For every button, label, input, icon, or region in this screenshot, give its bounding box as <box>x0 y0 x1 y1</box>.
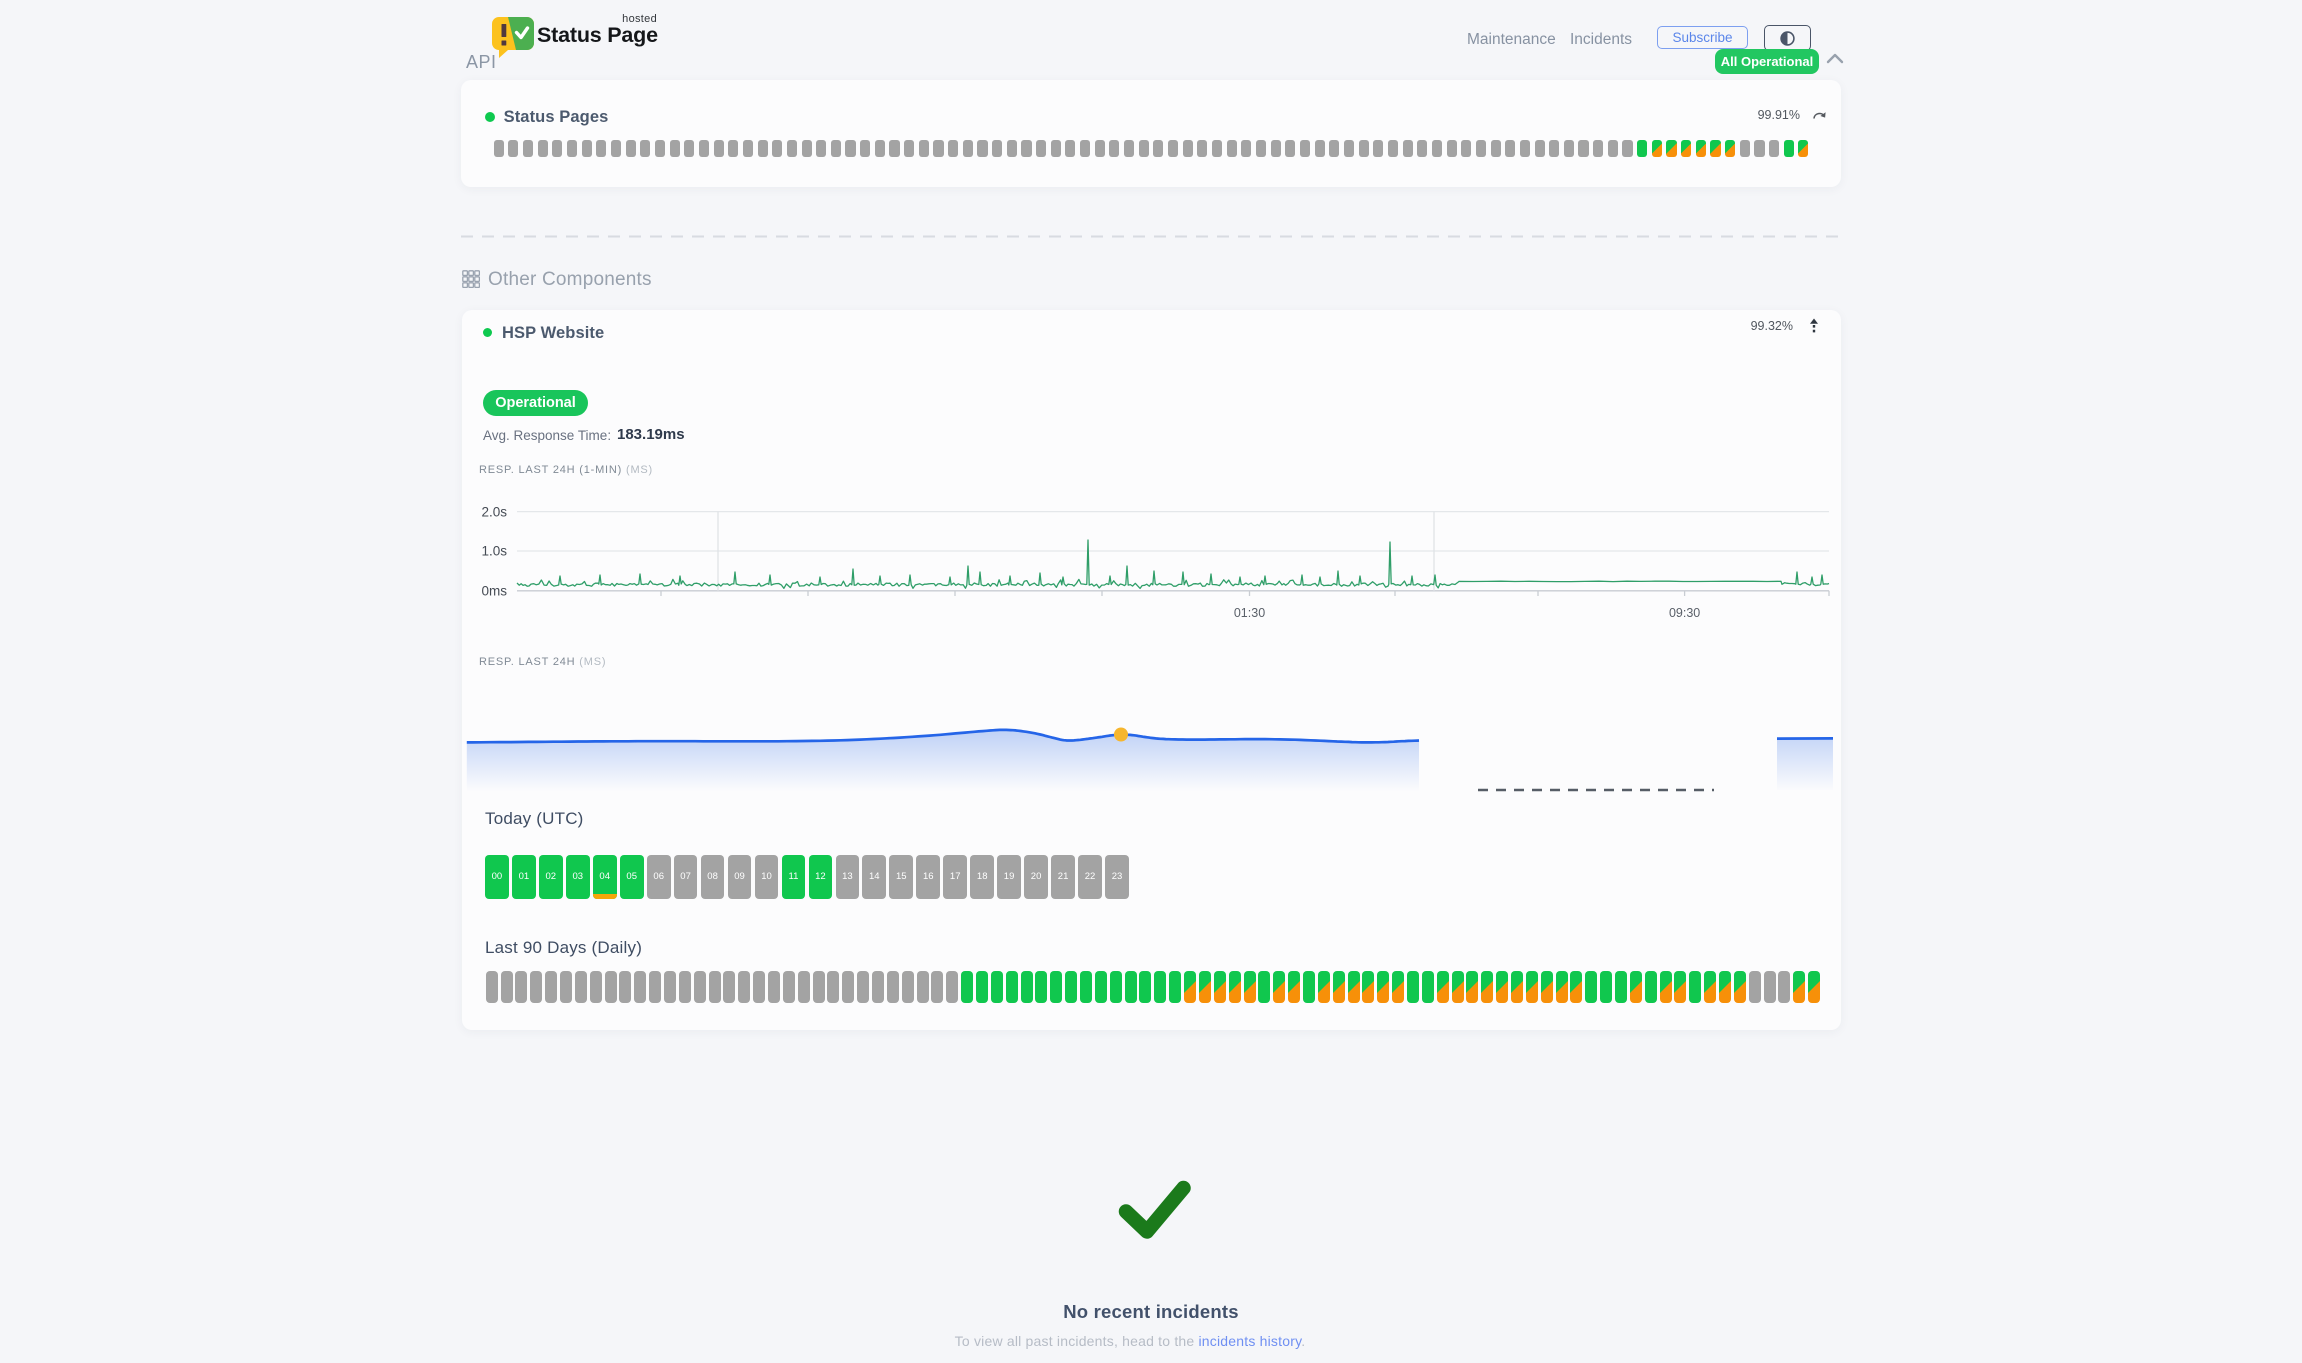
svg-text:0ms: 0ms <box>481 584 507 599</box>
svg-text:2.0s: 2.0s <box>481 505 507 520</box>
svg-text:01:30: 01:30 <box>1234 606 1265 620</box>
svg-text:1.0s: 1.0s <box>481 544 507 559</box>
svg-text:09:30: 09:30 <box>1669 606 1700 620</box>
